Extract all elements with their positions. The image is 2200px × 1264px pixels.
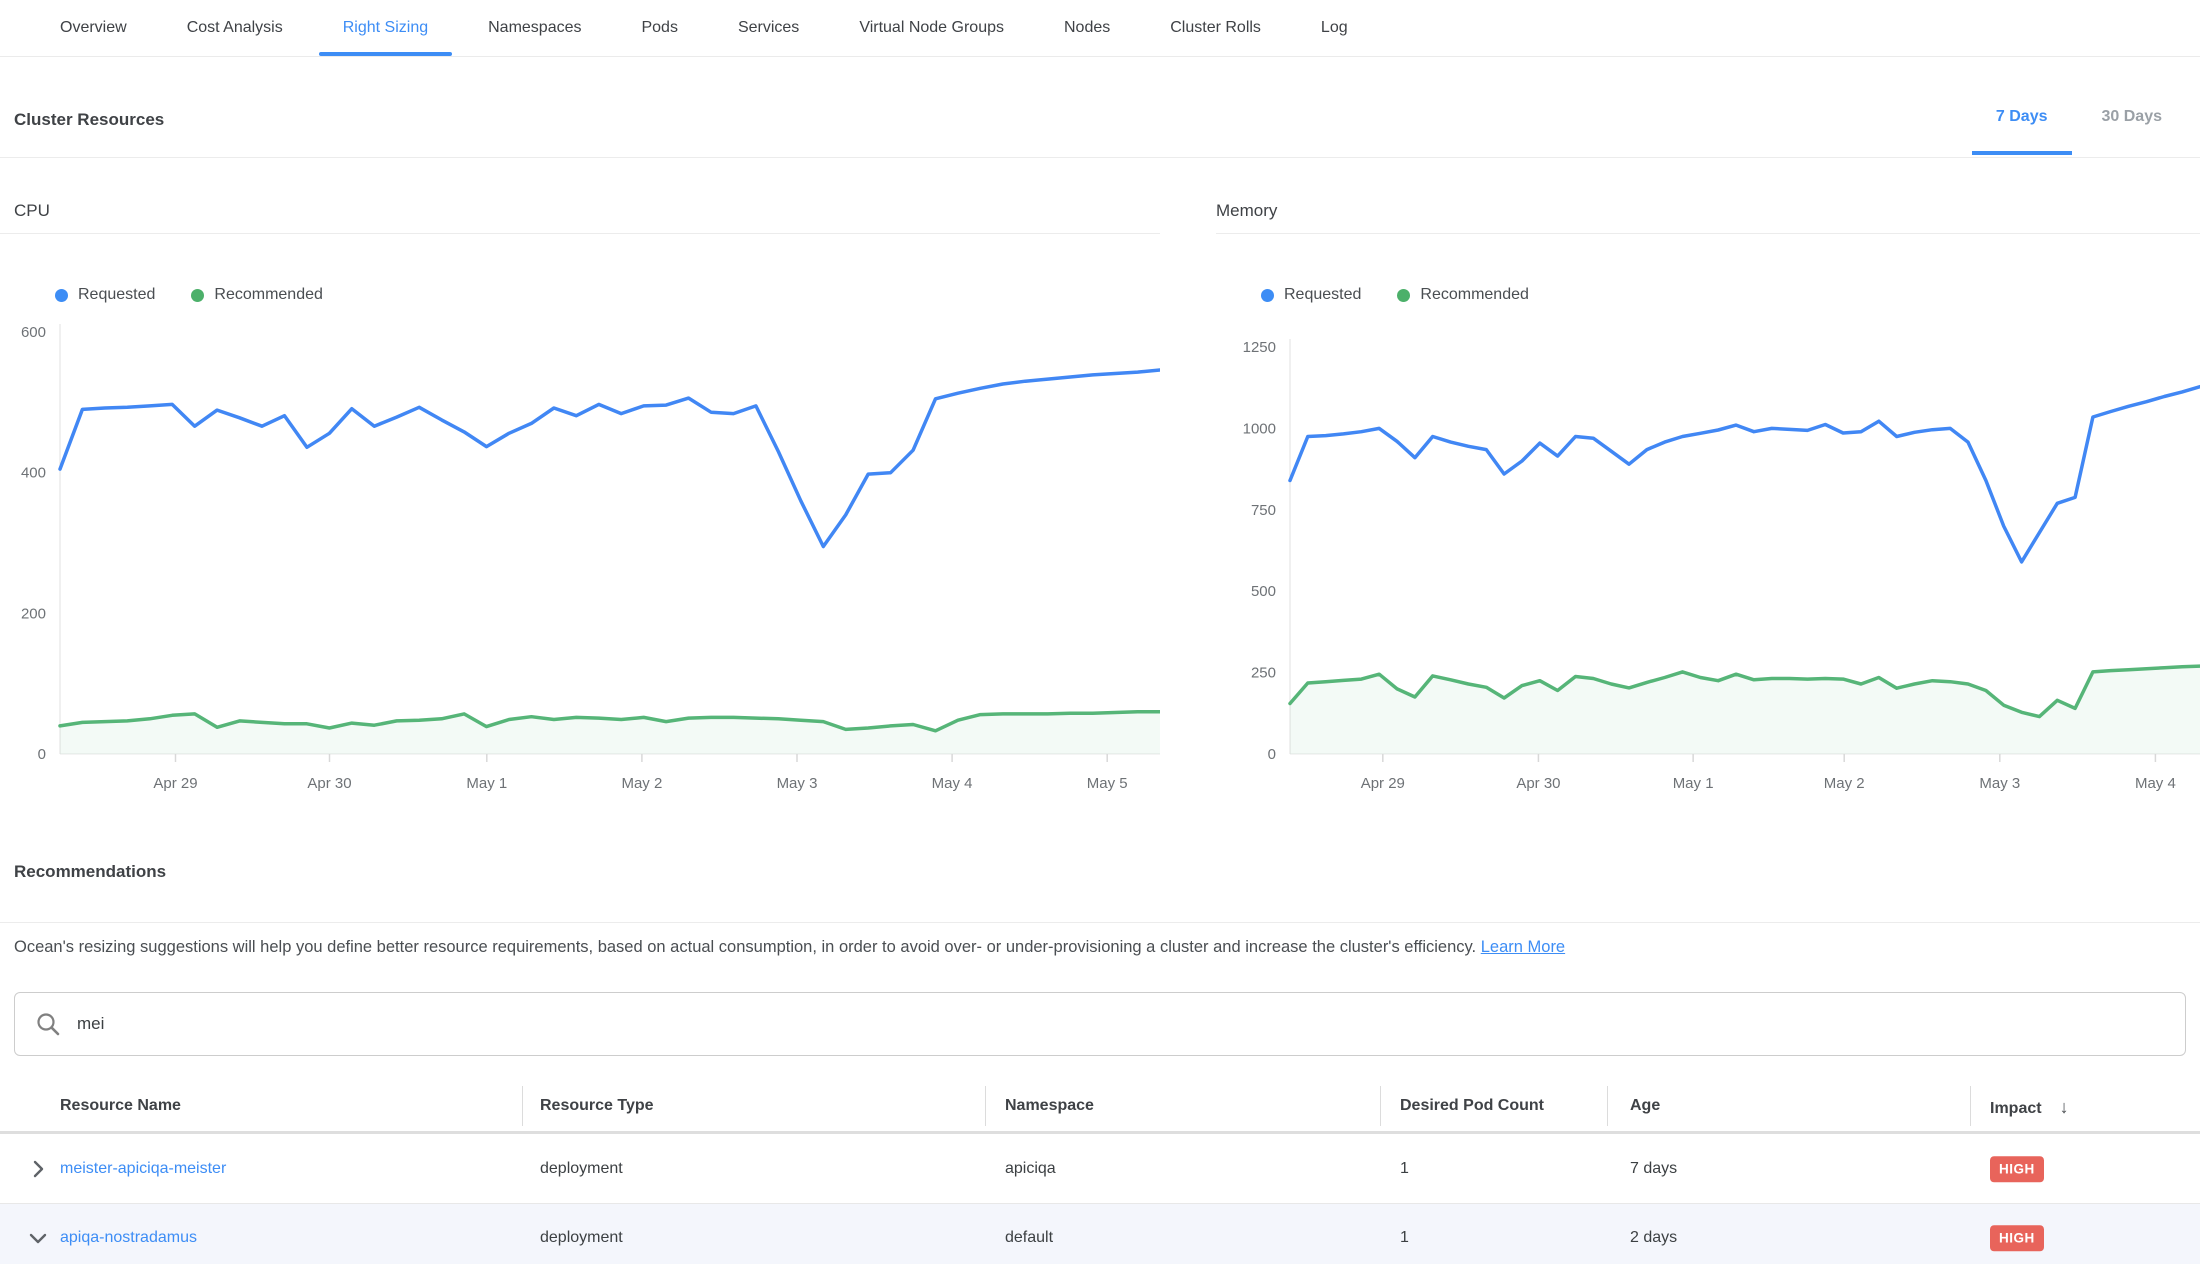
memory-legend-requested[interactable]: Requested (1261, 286, 1361, 304)
impact-high-badge: HIGH (1990, 1156, 2044, 1182)
requested-dot-icon (55, 289, 68, 302)
svg-text:May 4: May 4 (932, 775, 973, 792)
svg-text:May 1: May 1 (1673, 775, 1714, 792)
table-row[interactable]: meister-apiciqa-meister deployment apici… (0, 1135, 2200, 1204)
svg-text:200: 200 (21, 605, 46, 622)
cpu-legend: Requested Recommended (55, 286, 323, 304)
column-divider (1970, 1086, 1971, 1126)
svg-text:400: 400 (21, 465, 46, 482)
column-header-impact[interactable]: Impact ↓ (1990, 1097, 2069, 1118)
tab-bar: Overview Cost Analysis Right Sizing Name… (0, 0, 2200, 57)
chevron-right-icon[interactable] (26, 1157, 50, 1181)
recommendations-text: Ocean's resizing suggestions will help y… (14, 938, 1476, 956)
svg-text:600: 600 (21, 324, 46, 341)
recommendations-title: Recommendations (14, 862, 166, 882)
memory-title-rule (1216, 233, 2200, 234)
period-toggle: 7 Days 30 Days (1972, 108, 2186, 157)
requested-dot-icon (1261, 289, 1274, 302)
svg-text:May 4: May 4 (2135, 775, 2176, 792)
legend-label: Requested (78, 286, 155, 304)
svg-text:May 3: May 3 (1979, 775, 2020, 792)
svg-text:Apr 30: Apr 30 (307, 775, 351, 792)
column-header-resource-name[interactable]: Resource Name (60, 1097, 181, 1115)
svg-text:May 2: May 2 (1824, 775, 1865, 792)
svg-text:1000: 1000 (1243, 420, 1276, 437)
tab-cluster-rolls[interactable]: Cluster Rolls (1140, 0, 1291, 56)
tab-nodes[interactable]: Nodes (1034, 0, 1140, 56)
column-header-namespace[interactable]: Namespace (1005, 1097, 1094, 1115)
tab-log[interactable]: Log (1291, 0, 1378, 56)
svg-text:Apr 29: Apr 29 (153, 775, 197, 792)
period-7-days[interactable]: 7 Days (1972, 108, 2072, 157)
cpu-legend-requested[interactable]: Requested (55, 286, 155, 304)
tab-namespaces[interactable]: Namespaces (458, 0, 611, 56)
svg-text:1250: 1250 (1243, 339, 1276, 356)
column-header-age[interactable]: Age (1630, 1097, 1660, 1115)
cluster-resources-title: Cluster Resources (14, 110, 164, 130)
memory-line-chart: 0 250 500 750 1000 1250 Apr 29 Apr 30 May 1 May 2… (1217, 322, 2200, 796)
svg-text:500: 500 (1251, 583, 1276, 600)
tab-right-sizing[interactable]: Right Sizing (313, 0, 458, 56)
legend-label: Requested (1284, 286, 1361, 304)
table-header: Resource Name Resource Type Namespace De… (0, 1080, 2200, 1134)
column-divider (1380, 1086, 1381, 1126)
search-input[interactable] (75, 1013, 2165, 1035)
column-header-desired-pod-count[interactable]: Desired Pod Count (1400, 1097, 1544, 1115)
recommendations-divider (0, 922, 2200, 923)
tab-cost-analysis[interactable]: Cost Analysis (157, 0, 313, 56)
column-divider (985, 1086, 986, 1126)
cpu-line-chart: 0 200 400 600 Apr 29 Apr 30 May 1 May 2 May 3 May… (0, 322, 1160, 796)
column-header-resource-type[interactable]: Resource Type (540, 1097, 654, 1115)
desired-pod-count-cell: 1 (1400, 1229, 1409, 1247)
search-box (14, 992, 2186, 1056)
legend-label: Recommended (214, 286, 323, 304)
recommended-dot-icon (1397, 289, 1410, 302)
learn-more-link[interactable]: Learn More (1481, 938, 1565, 956)
right-sizing-page: Overview Cost Analysis Right Sizing Name… (0, 0, 2200, 1264)
resource-name-link[interactable]: meister-apiciqa-meister (60, 1160, 226, 1178)
memory-legend-recommended[interactable]: Recommended (1397, 286, 1529, 304)
chevron-down-icon[interactable] (26, 1226, 50, 1250)
impact-header-label: Impact (1990, 1100, 2042, 1117)
desired-pod-count-cell: 1 (1400, 1160, 1409, 1178)
column-divider (522, 1086, 523, 1126)
svg-text:250: 250 (1251, 665, 1276, 682)
namespace-cell: default (1005, 1229, 1053, 1247)
namespace-cell: apiciqa (1005, 1160, 1056, 1178)
svg-text:0: 0 (38, 746, 46, 763)
svg-text:May 5: May 5 (1087, 775, 1128, 792)
column-divider (1607, 1086, 1608, 1126)
recommendations-description: Ocean's resizing suggestions will help y… (14, 938, 2180, 957)
tab-services[interactable]: Services (708, 0, 829, 56)
legend-label: Recommended (1420, 286, 1529, 304)
memory-legend: Requested Recommended (1261, 286, 1529, 304)
cpu-title-rule (0, 233, 1160, 234)
tab-pods[interactable]: Pods (611, 0, 707, 56)
age-cell: 7 days (1630, 1160, 1677, 1178)
table-row[interactable]: apiqa-nostradamus deployment default 1 2… (0, 1204, 2200, 1264)
tab-overview[interactable]: Overview (30, 0, 157, 56)
age-cell: 2 days (1630, 1229, 1677, 1247)
tab-virtual-node-groups[interactable]: Virtual Node Groups (829, 0, 1034, 56)
memory-chart-title: Memory (1216, 201, 1277, 221)
period-30-days[interactable]: 30 Days (2078, 108, 2187, 157)
svg-text:Apr 29: Apr 29 (1361, 775, 1405, 792)
sort-descending-icon[interactable]: ↓ (2060, 1097, 2069, 1117)
svg-text:May 1: May 1 (466, 775, 507, 792)
svg-text:Apr 30: Apr 30 (1516, 775, 1560, 792)
search-icon (35, 1011, 61, 1037)
svg-text:0: 0 (1268, 746, 1276, 763)
resource-type-cell: deployment (540, 1229, 623, 1247)
cpu-chart-title: CPU (14, 201, 50, 221)
resource-name-link[interactable]: apiqa-nostradamus (60, 1229, 197, 1247)
svg-text:750: 750 (1251, 502, 1276, 519)
svg-text:May 2: May 2 (621, 775, 662, 792)
cpu-legend-recommended[interactable]: Recommended (191, 286, 323, 304)
resource-type-cell: deployment (540, 1160, 623, 1178)
header-divider (0, 157, 2200, 158)
recommended-dot-icon (191, 289, 204, 302)
svg-text:May 3: May 3 (777, 775, 818, 792)
impact-high-badge: HIGH (1990, 1225, 2044, 1251)
